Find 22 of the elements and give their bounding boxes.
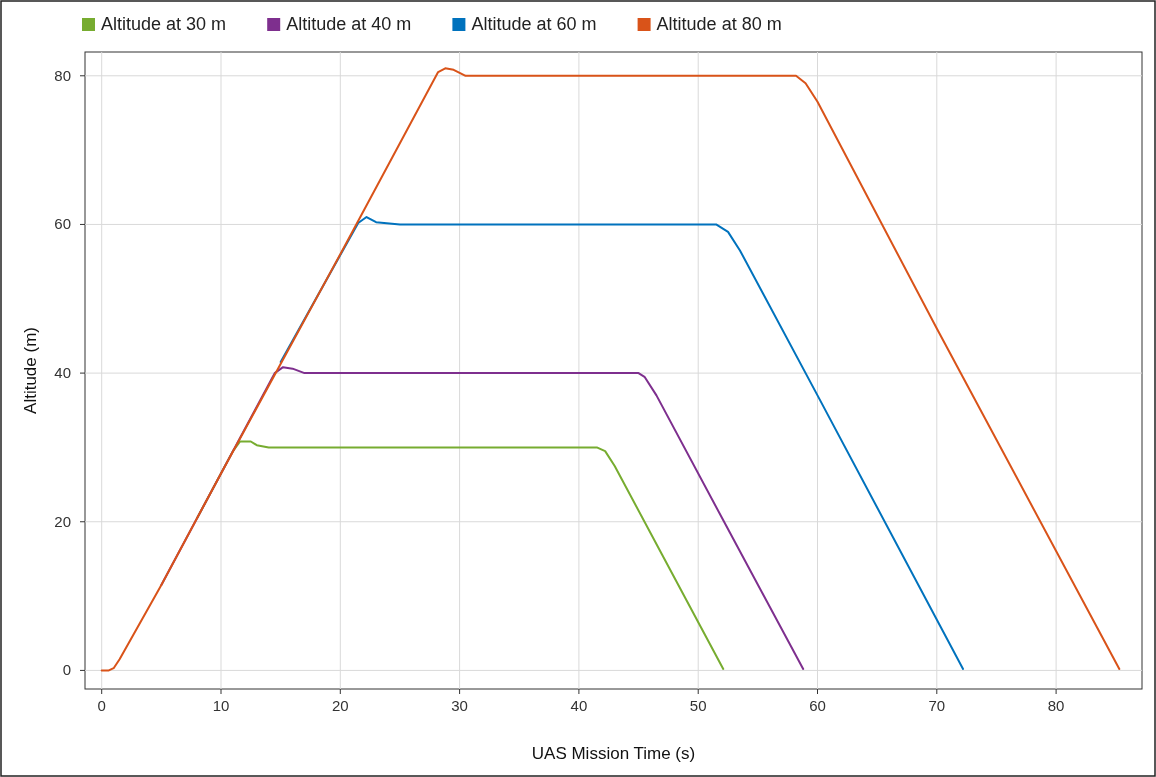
- y-tick-label: 20: [54, 512, 71, 530]
- y-tick-label: 60: [54, 215, 71, 233]
- y-tick-label: 0: [62, 661, 71, 679]
- legend-label: Altitude at 40 m: [286, 14, 412, 34]
- y-tick-label: 40: [54, 364, 71, 382]
- legend-label: Altitude at 80 m: [656, 14, 782, 34]
- y-tick-label: 80: [54, 66, 71, 84]
- x-axis-title: UAS Mission Time (s): [531, 744, 696, 763]
- line-series: [100, 67, 1121, 672]
- x-tick-label: 60: [809, 697, 826, 714]
- x-tick-label: 50: [689, 697, 707, 714]
- x-tick-label: 10: [212, 697, 230, 714]
- legend-label: Altitude at 30 m: [101, 14, 227, 34]
- x-tick-label: 30: [451, 697, 468, 714]
- legend-label: Altitude at 60 m: [471, 14, 597, 34]
- x-tick-label: 0: [97, 697, 106, 714]
- x-tick-label: 20: [331, 697, 349, 714]
- y-axis-title: Altitude (m): [21, 327, 40, 414]
- x-tick-label: 40: [570, 697, 588, 714]
- x-tick-label: 80: [1047, 697, 1065, 714]
- line-series: [279, 216, 965, 670]
- x-tick-label: 70: [928, 697, 946, 714]
